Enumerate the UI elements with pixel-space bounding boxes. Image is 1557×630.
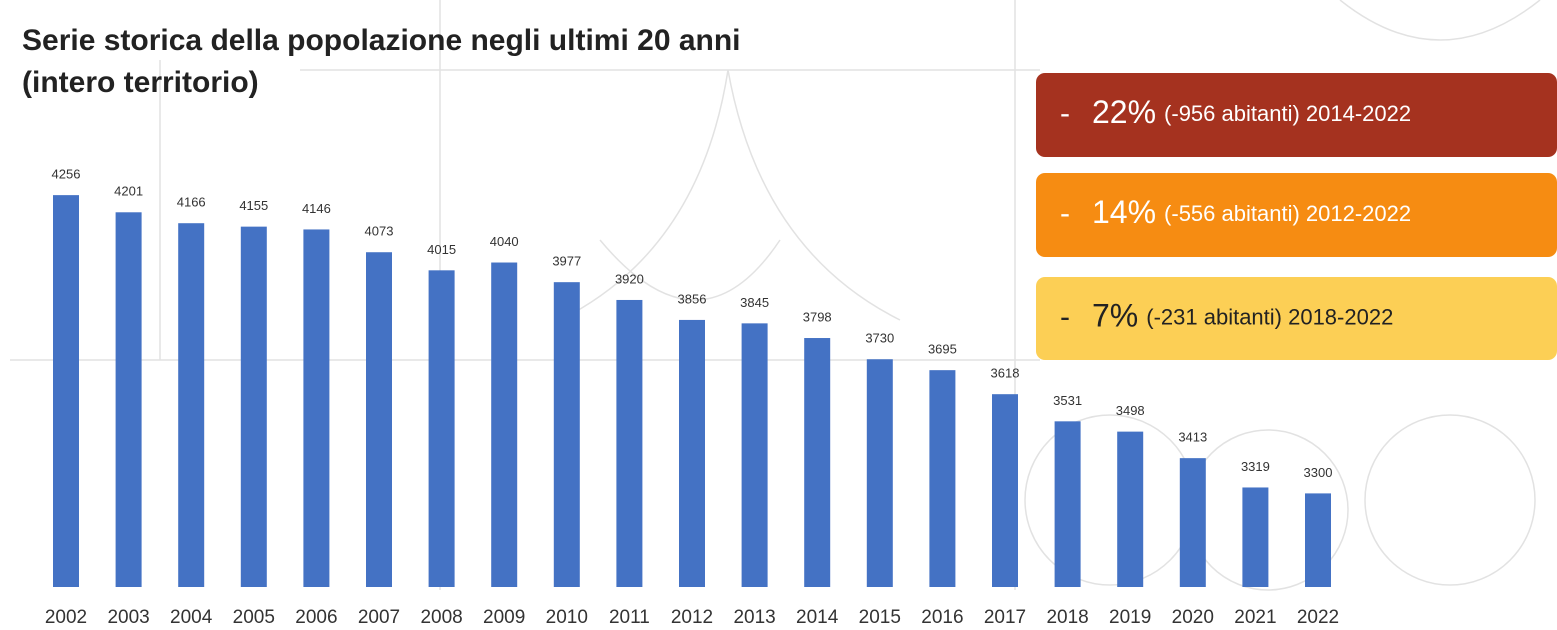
x-tick-label: 2017 <box>984 607 1026 628</box>
bar <box>428 270 455 587</box>
bar <box>178 223 205 587</box>
data-label: 4146 <box>302 201 331 216</box>
annotation: -22% (-956 abitanti) 2014-2022 <box>1060 94 1411 130</box>
x-tick-label: 2020 <box>1172 607 1214 628</box>
bar <box>929 370 956 587</box>
x-tick-label: 2022 <box>1297 607 1339 628</box>
bar <box>1117 431 1144 587</box>
x-tick-label: 2006 <box>295 607 337 628</box>
annotation-text: (-556 abitanti) 2012-2022 <box>1164 201 1411 226</box>
x-tick-label: 2013 <box>733 607 775 628</box>
data-label: 3300 <box>1304 465 1333 480</box>
data-label: 3413 <box>1178 430 1207 445</box>
annotation-prefix: - <box>1060 97 1070 130</box>
data-label: 3845 <box>740 295 769 310</box>
data-label: 4256 <box>52 167 81 182</box>
bar <box>491 262 518 587</box>
x-tick-label: 2003 <box>107 607 149 628</box>
data-label: 3498 <box>1116 403 1145 418</box>
bar <box>53 195 79 588</box>
annotation-text: (-956 abitanti) 2014-2022 <box>1164 101 1411 126</box>
x-tick-label: 2010 <box>546 607 588 628</box>
chart-title: Serie storica della popolazione negli ul… <box>22 24 741 57</box>
bar <box>115 212 142 587</box>
data-label: 3977 <box>552 254 581 269</box>
bar <box>866 359 893 587</box>
data-label: 4201 <box>114 184 143 199</box>
data-label: 4040 <box>490 234 519 249</box>
data-label: 3730 <box>865 331 894 346</box>
x-tick-label: 2015 <box>859 607 901 628</box>
data-label: 3856 <box>678 291 707 306</box>
x-tick-label: 2018 <box>1046 607 1088 628</box>
bar <box>679 319 705 587</box>
annotation-box <box>1036 277 1557 360</box>
data-label: 4166 <box>177 195 206 210</box>
x-tick-label: 2002 <box>45 607 87 628</box>
data-label: 3695 <box>928 342 957 357</box>
annotation-prefix: - <box>1060 300 1070 333</box>
x-tick-label: 2012 <box>671 607 713 628</box>
x-tick-label: 2008 <box>420 607 462 628</box>
annotation-percent: 22% <box>1092 94 1156 130</box>
annotation: -7% (-231 abitanti) 2018-2022 <box>1060 298 1393 334</box>
annotation-box <box>1036 173 1557 257</box>
bar <box>303 229 330 587</box>
bar <box>1179 458 1206 587</box>
x-tick-label: 2014 <box>796 607 839 628</box>
data-label: 4073 <box>365 224 394 239</box>
bar <box>240 226 267 587</box>
data-label: 3798 <box>803 309 832 324</box>
annotation-box <box>1036 73 1557 157</box>
bar <box>741 323 768 587</box>
bar <box>1054 421 1081 587</box>
bar <box>366 252 392 587</box>
bar <box>992 394 1018 587</box>
bar <box>1242 487 1269 587</box>
data-label: 4015 <box>427 242 456 257</box>
data-label: 3618 <box>991 366 1020 381</box>
x-tick-label: 2011 <box>609 607 650 628</box>
bar <box>804 338 831 587</box>
bar <box>553 282 580 587</box>
x-tick-label: 2016 <box>921 607 963 628</box>
annotation-percent: 14% <box>1092 194 1156 230</box>
x-tick-label: 2004 <box>170 607 213 628</box>
annotation: -14% (-556 abitanti) 2012-2022 <box>1060 194 1411 230</box>
x-tick-label: 2007 <box>358 607 400 628</box>
x-tick-label: 2021 <box>1234 607 1276 628</box>
chart-title: (intero territorio) <box>22 66 259 99</box>
data-label: 3920 <box>615 271 644 286</box>
x-tick-label: 2005 <box>233 607 275 628</box>
bar <box>616 299 643 587</box>
annotation-text: (-231 abitanti) 2018-2022 <box>1146 304 1393 329</box>
x-tick-label: 2009 <box>483 607 525 628</box>
data-label: 3531 <box>1053 393 1082 408</box>
data-label: 3319 <box>1241 459 1270 474</box>
annotation-prefix: - <box>1060 197 1070 230</box>
x-tick-label: 2019 <box>1109 607 1151 628</box>
annotation-percent: 7% <box>1092 298 1138 334</box>
data-label: 4155 <box>239 198 268 213</box>
bar <box>1305 493 1331 587</box>
